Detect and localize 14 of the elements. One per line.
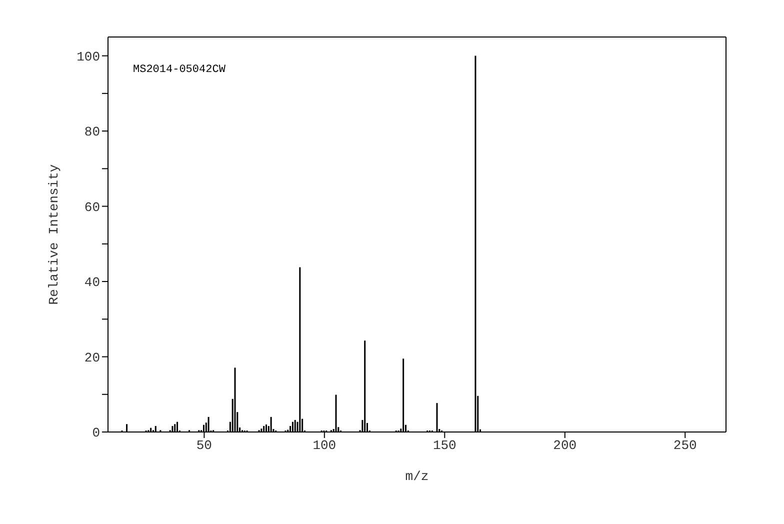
y-tick-label: 40 xyxy=(84,275,100,290)
y-tick-label: 60 xyxy=(84,200,100,215)
x-tick-label: 200 xyxy=(553,438,577,454)
annotation: MS2014-05042CW xyxy=(133,64,226,76)
x-tick-label: 50 xyxy=(196,438,212,454)
x-tick-label: 150 xyxy=(432,438,456,454)
y-axis-title: Relative Intensity xyxy=(46,164,62,305)
y-tick-label: 20 xyxy=(84,350,100,366)
x-axis-title: m/z xyxy=(405,469,429,484)
y-tick-label: 0 xyxy=(92,426,100,441)
y-tick-label: 100 xyxy=(76,49,100,64)
x-tick-label: 250 xyxy=(673,438,697,454)
y-tick-label: 80 xyxy=(84,124,100,140)
x-tick-label: 100 xyxy=(312,438,336,454)
